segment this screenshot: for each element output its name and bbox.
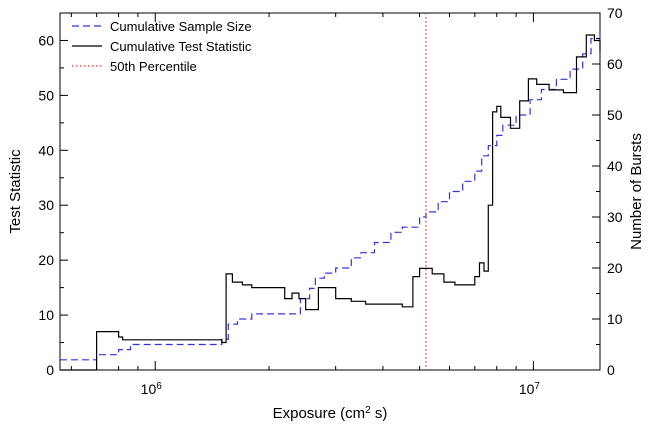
- y-right-tick-label: 70: [607, 5, 623, 21]
- series-cumulative-test-statistic: [60, 34, 601, 371]
- series-layer: [60, 13, 601, 371]
- y-right-tick-label: 20: [607, 260, 623, 276]
- legend-label: Cumulative Sample Size: [110, 19, 252, 34]
- x-axis-title-sup: 2: [365, 405, 371, 416]
- y-right-tick-label: 10: [607, 311, 623, 327]
- y-left-tick-label: 30: [38, 197, 54, 213]
- y-right-tick-label: 60: [607, 56, 623, 72]
- y-axis-left-title: Test Statistic: [7, 149, 24, 234]
- x-axis-title-tail: s): [371, 405, 388, 422]
- y-right-tick-label: 40: [607, 158, 623, 174]
- legend-label: 50th Percentile: [110, 59, 197, 74]
- y-right-tick-label: 50: [607, 107, 623, 123]
- y-axis-right-title: Number of Bursts: [628, 133, 645, 250]
- y-left-tick-label: 40: [38, 142, 54, 158]
- x-tick-label: 106: [141, 381, 163, 398]
- series-cumulative-sample-size: [60, 33, 601, 361]
- ticks-layer: [60, 12, 600, 371]
- y-left-tick-label: 20: [38, 252, 54, 268]
- y-right-tick-label: 30: [607, 209, 623, 225]
- legend: Cumulative Sample Size Cumulative Test St…: [72, 19, 252, 74]
- x-axis-title: Exposure (cm2 s): [273, 405, 388, 423]
- y-left-tick-label: 50: [38, 87, 54, 103]
- y-right-tick-label: 0: [607, 362, 615, 378]
- x-axis-title-main: Exposure (cm: [273, 405, 366, 422]
- y-left-tick-label: 60: [38, 32, 54, 48]
- x-tick-label: 107: [519, 381, 541, 398]
- labels-layer: 0 10 20 30 40 50 60 0 10 20 30 40 50 60 70 106 107: [38, 5, 622, 397]
- y-left-tick-label: 10: [38, 307, 54, 323]
- legend-label: Cumulative Test Statistic: [110, 39, 252, 54]
- y-left-tick-label: 0: [46, 362, 54, 378]
